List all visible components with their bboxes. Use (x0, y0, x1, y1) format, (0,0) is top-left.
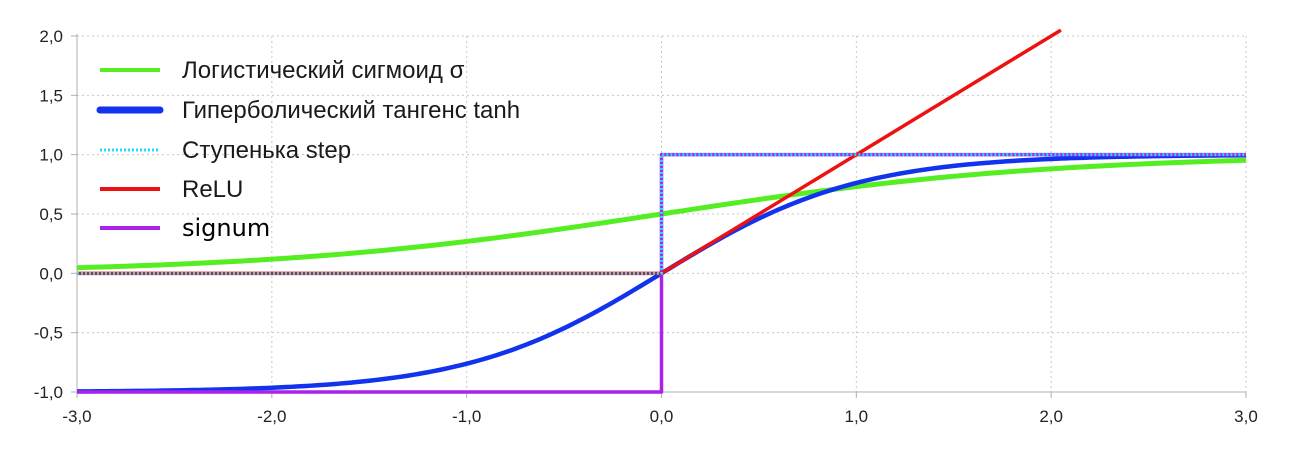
x-tick-label: 0,0 (650, 407, 674, 426)
tick-labels: -3,0 -2,0 -1,0 0,0 1,0 2,0 3,0 2,0 1,5 1,0 0,5 0,0 -… (34, 27, 1258, 426)
legend: Логистический сигмоид σ Гиперболический т… (96, 57, 520, 242)
step-series-line (77, 153, 1246, 275)
x-tick-label: 1,0 (845, 407, 869, 426)
y-tick-label: 1,0 (39, 146, 63, 165)
legend-label-signum: signum (182, 214, 270, 242)
y-tick-label: 1,5 (39, 86, 63, 105)
x-tick-label: -1,0 (452, 407, 481, 426)
legend-label-sigmoid: Логистический сигмоид σ (182, 57, 465, 84)
y-tick-label: 2,0 (39, 27, 63, 46)
y-tick-label: 0,5 (39, 205, 63, 224)
legend-label-step: Ступенька step (182, 137, 351, 164)
x-tick-label: -3,0 (62, 407, 91, 426)
legend-label-tanh: Гиперболический тангенс tanh (182, 97, 520, 124)
x-tick-label: 3,0 (1234, 407, 1258, 426)
y-tick-label: -1,0 (34, 383, 63, 402)
x-tick-label: 2,0 (1039, 407, 1063, 426)
y-tick-label: 0,0 (39, 264, 63, 283)
series-lines (76, 28, 1247, 394)
y-tick-label: -0,5 (34, 324, 63, 343)
x-tick-label: -2,0 (257, 407, 286, 426)
legend-label-relu: ReLU (182, 176, 243, 203)
